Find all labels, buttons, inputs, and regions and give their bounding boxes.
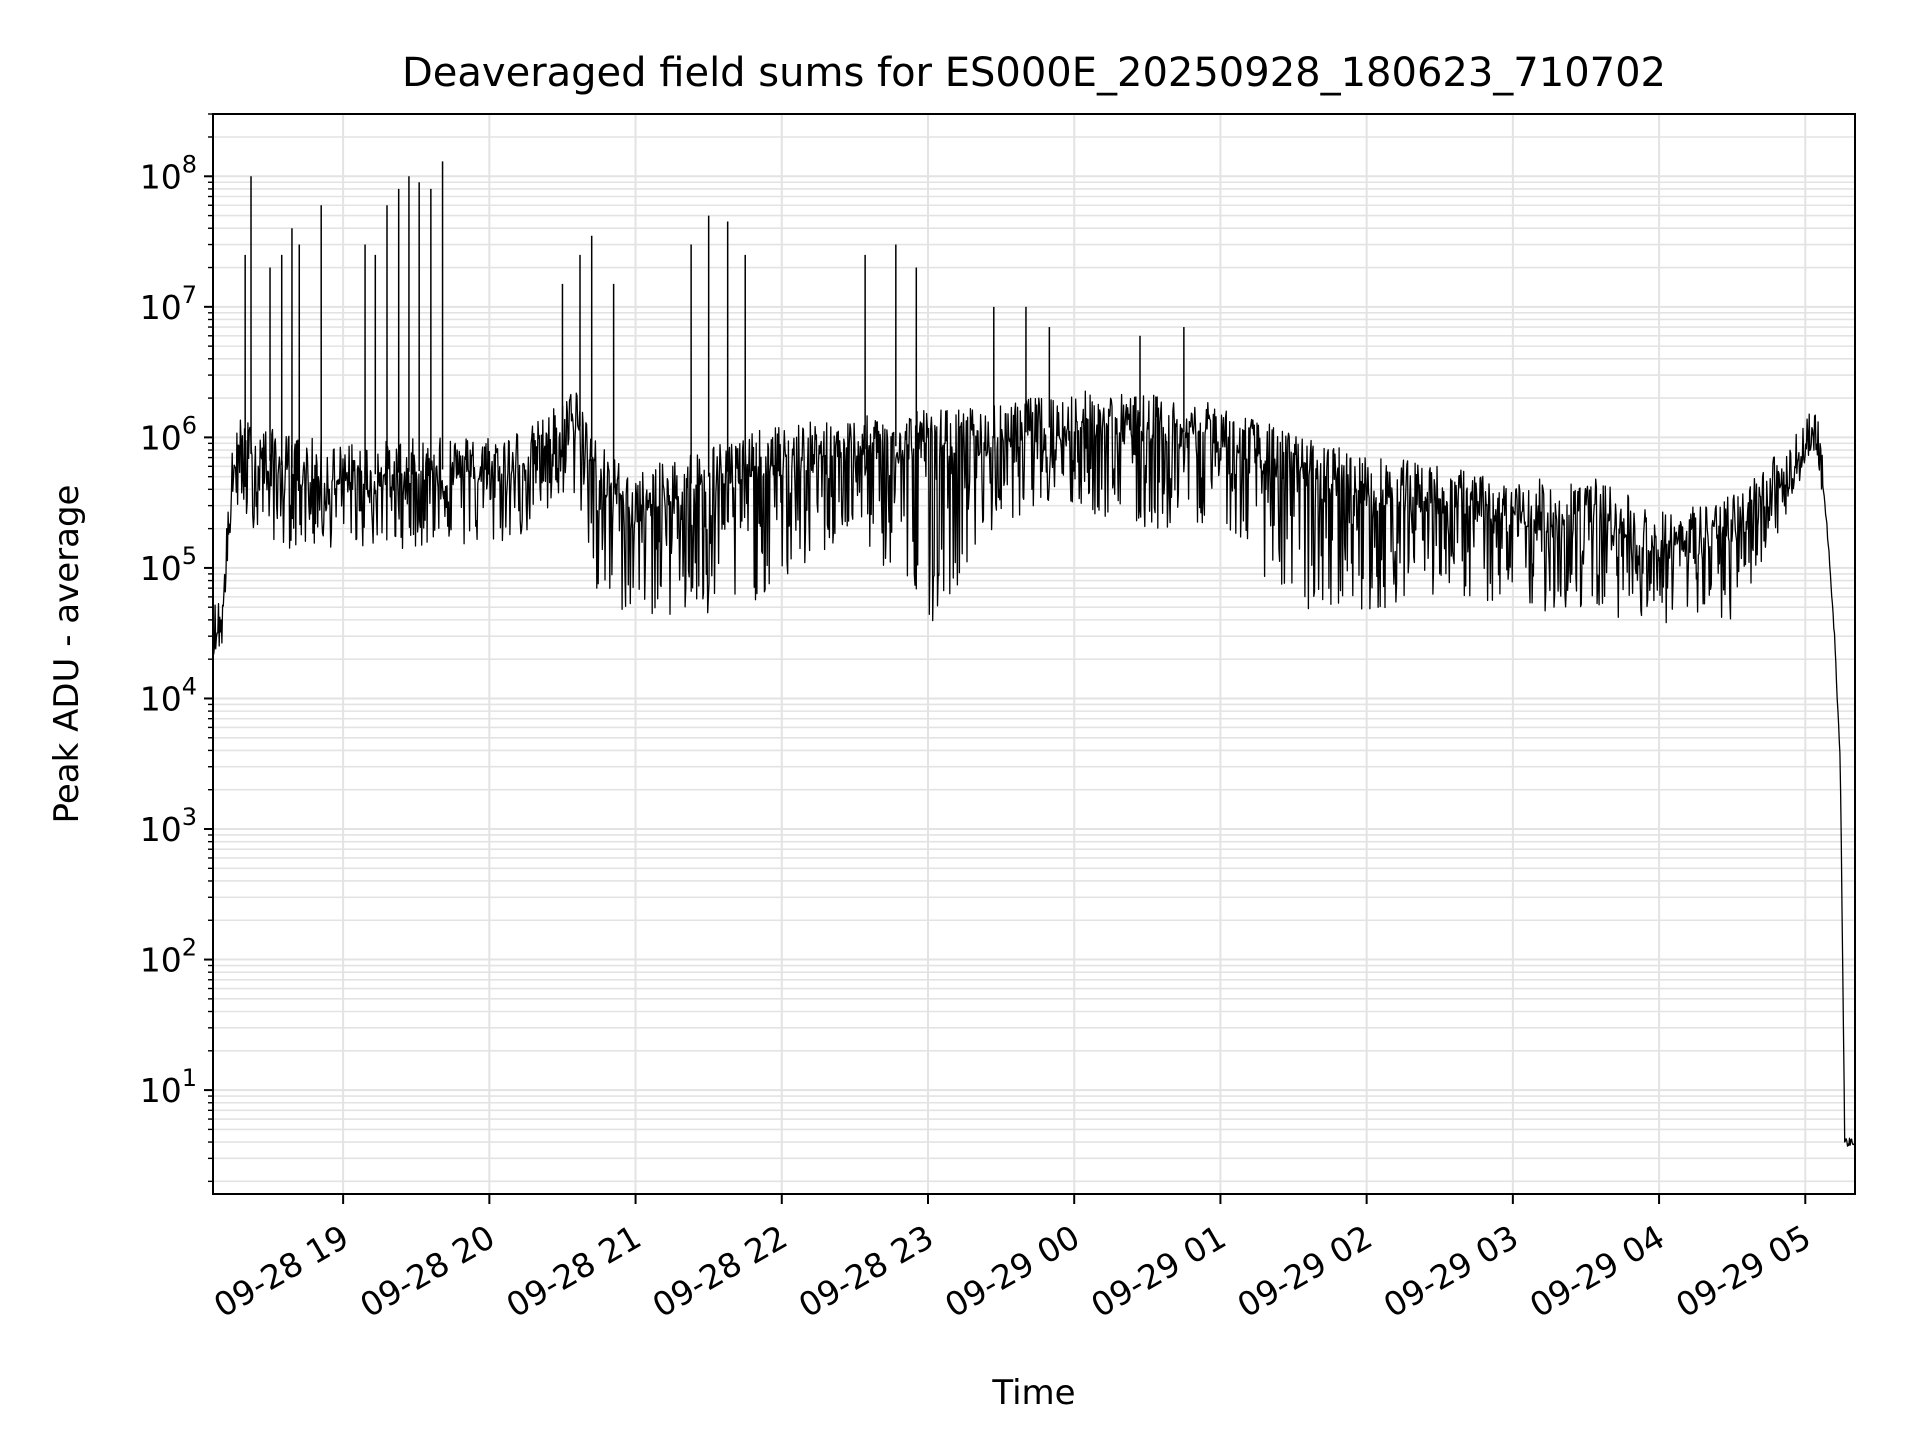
x-tick-label: 09-29 03 bbox=[1377, 1217, 1525, 1325]
y-tick-label: 104 bbox=[140, 672, 197, 718]
y-tick-label: 102 bbox=[140, 934, 197, 980]
x-axis-label: Time bbox=[991, 1373, 1075, 1413]
x-tick-label: 09-28 21 bbox=[500, 1217, 648, 1325]
x-tick-label: 09-29 04 bbox=[1523, 1217, 1671, 1325]
y-tick-label: 108 bbox=[140, 150, 197, 196]
x-tick-label: 09-28 22 bbox=[646, 1217, 794, 1325]
x-tick-label: 09-28 23 bbox=[792, 1217, 940, 1325]
x-tick-label: 09-29 05 bbox=[1669, 1217, 1817, 1325]
grid bbox=[213, 113, 1855, 1194]
series-group bbox=[212, 161, 1856, 1147]
y-tick-label: 105 bbox=[140, 542, 197, 588]
y-tick-label: 106 bbox=[140, 411, 197, 457]
plot-frame bbox=[212, 113, 1856, 1195]
y-axis: 101 102 103 104 105 106 107 108 bbox=[140, 113, 213, 1183]
x-tick-label: 09-29 02 bbox=[1231, 1217, 1379, 1325]
y-tick-label: 101 bbox=[140, 1064, 197, 1110]
y-tick-label: 107 bbox=[140, 281, 197, 327]
series-line bbox=[212, 390, 1856, 1147]
x-tick-label: 09-29 01 bbox=[1084, 1217, 1232, 1325]
y-axis-label: Peak ADU - average bbox=[47, 485, 87, 824]
x-tick-label: 09-29 00 bbox=[938, 1217, 1086, 1325]
y-tick-label: 103 bbox=[140, 803, 197, 849]
x-tick-label: 09-28 19 bbox=[207, 1217, 355, 1325]
x-tick-label: 09-28 20 bbox=[353, 1217, 501, 1325]
chart-title: Deaveraged field sums for ES000E_2025092… bbox=[402, 50, 1666, 96]
